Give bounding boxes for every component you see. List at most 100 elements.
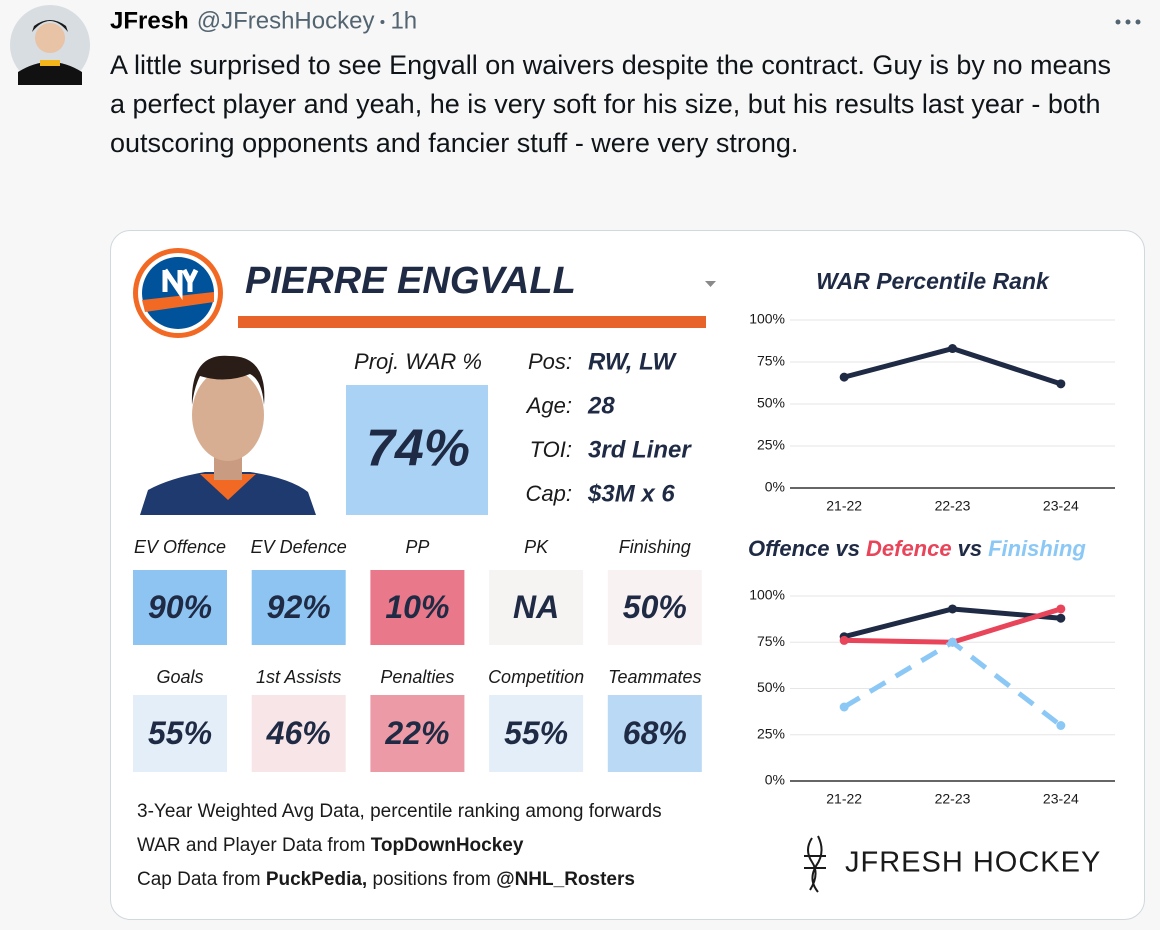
player-photo [140,355,316,515]
stat-value: 68% [623,715,687,751]
chart-title: WAR Percentile Rank [816,268,1050,294]
proj-label: Proj. WAR % [354,349,482,374]
more-button[interactable] [1115,19,1141,25]
stat-value: 46% [266,715,331,751]
data-point [1056,604,1066,614]
info-label: Pos: [528,349,572,374]
legend-entry: Finishing [988,536,1086,561]
stat-value: 90% [148,589,212,625]
info-label: TOI: [530,437,572,462]
y-tick-label: 25% [757,725,785,741]
player-name: PIERRE ENGVALL [245,260,576,302]
footer-line: Cap Data from PuckPedia, positions from … [137,863,662,897]
stat-label: Competition [488,667,584,687]
stat-value: NA [513,589,559,625]
y-tick-label: 75% [757,353,785,369]
y-tick-label: 25% [757,437,785,453]
y-tick-label: 0% [765,772,785,788]
stat-value: 10% [385,589,449,625]
stat-box [370,695,465,772]
author-name[interactable]: JFresh [110,7,189,34]
footer-text: 3-Year Weighted Avg Data, percentile ran… [137,801,662,822]
proj-value: 74% [366,420,470,478]
dropdown-caret [705,281,716,287]
stat-box [133,570,227,645]
stat-label: EV Offence [134,537,226,557]
stat-label: Finishing [619,537,691,557]
info-value: 28 [587,392,615,419]
data-point [1056,613,1066,623]
stat-label: 1st Assists [256,667,341,687]
brand-mark [804,835,826,893]
footer-text: @NHL_Rosters [496,869,635,890]
y-tick-label: 100% [749,311,785,327]
stat-box [370,570,465,645]
x-tick-label: 23-24 [1043,498,1079,514]
x-tick-label: 21-22 [826,791,862,807]
x-tick-label: 23-24 [1043,791,1079,807]
stat-label: Teammates [608,667,701,687]
stat-label: PP [405,537,429,557]
stat-box [251,695,346,772]
separator-dot [380,20,385,24]
data-point [839,702,849,712]
info-value: $3M x 6 [587,480,675,507]
title-joiner: vs [958,536,982,561]
stat-box [607,695,702,772]
footer-text: TopDownHockey [370,835,524,856]
stat-value: 92% [267,589,331,625]
footer-text: Cap Data from [137,869,261,890]
data-point [948,637,957,647]
footer-text: WAR and Player Data from [137,835,366,856]
footer-line: 3-Year Weighted Avg Data, percentile ran… [137,795,662,829]
team-logo [133,248,223,338]
stat-box [489,695,584,772]
avatar[interactable] [10,5,90,85]
footer-line: WAR and Player Data from TopDownHockey [137,829,662,863]
card-footer: 3-Year Weighted Avg Data, percentile ran… [137,795,662,897]
stat-value: 55% [148,715,212,751]
tweet-text: A little surprised to see Engvall on wai… [110,50,1112,158]
info-label: Age: [525,393,572,418]
chart-title: Offence vs Defence vs Finishing [748,536,1086,561]
stat-box [607,570,702,645]
title-joiner: vs [836,536,860,561]
stat-value: 55% [504,715,568,751]
x-tick-label: 21-22 [826,498,862,514]
stat-label: EV Defence [251,537,347,557]
stat-box [489,570,584,645]
stat-label: PK [524,537,549,557]
footer-text: PuckPedia, [265,869,368,890]
brand-logo [804,835,826,893]
name-underline [238,316,706,328]
info-value: RW, LW [588,348,677,375]
info-value: 3rd Liner [588,436,692,463]
legend-entry: Offence [748,536,830,561]
tweet-time[interactable]: 1h [390,7,417,34]
y-tick-label: 50% [757,395,785,411]
y-tick-label: 0% [765,479,785,495]
stat-box [133,695,227,772]
stat-value: 22% [384,715,449,751]
x-tick-label: 22-23 [935,791,971,807]
y-tick-label: 50% [757,679,785,695]
stat-label: Goals [156,667,203,687]
data-point [948,344,957,354]
y-tick-label: 100% [749,587,785,603]
proj-box [346,385,488,515]
data-point [839,635,849,645]
author-handle[interactable]: @JFreshHockey [197,7,375,34]
data-point [948,604,957,614]
stat-value: 50% [623,589,687,625]
info-label: Cap: [526,481,572,506]
data-point [1056,379,1066,389]
brand-name: JFRESH HOCKEY [845,847,1101,879]
legend-entry: Defence [866,536,952,561]
stat-box [251,570,346,645]
data-point [1056,721,1066,730]
data-point [839,372,849,382]
footer-text: positions from [372,869,491,890]
y-tick-label: 75% [757,633,785,649]
x-tick-label: 22-23 [935,498,971,514]
